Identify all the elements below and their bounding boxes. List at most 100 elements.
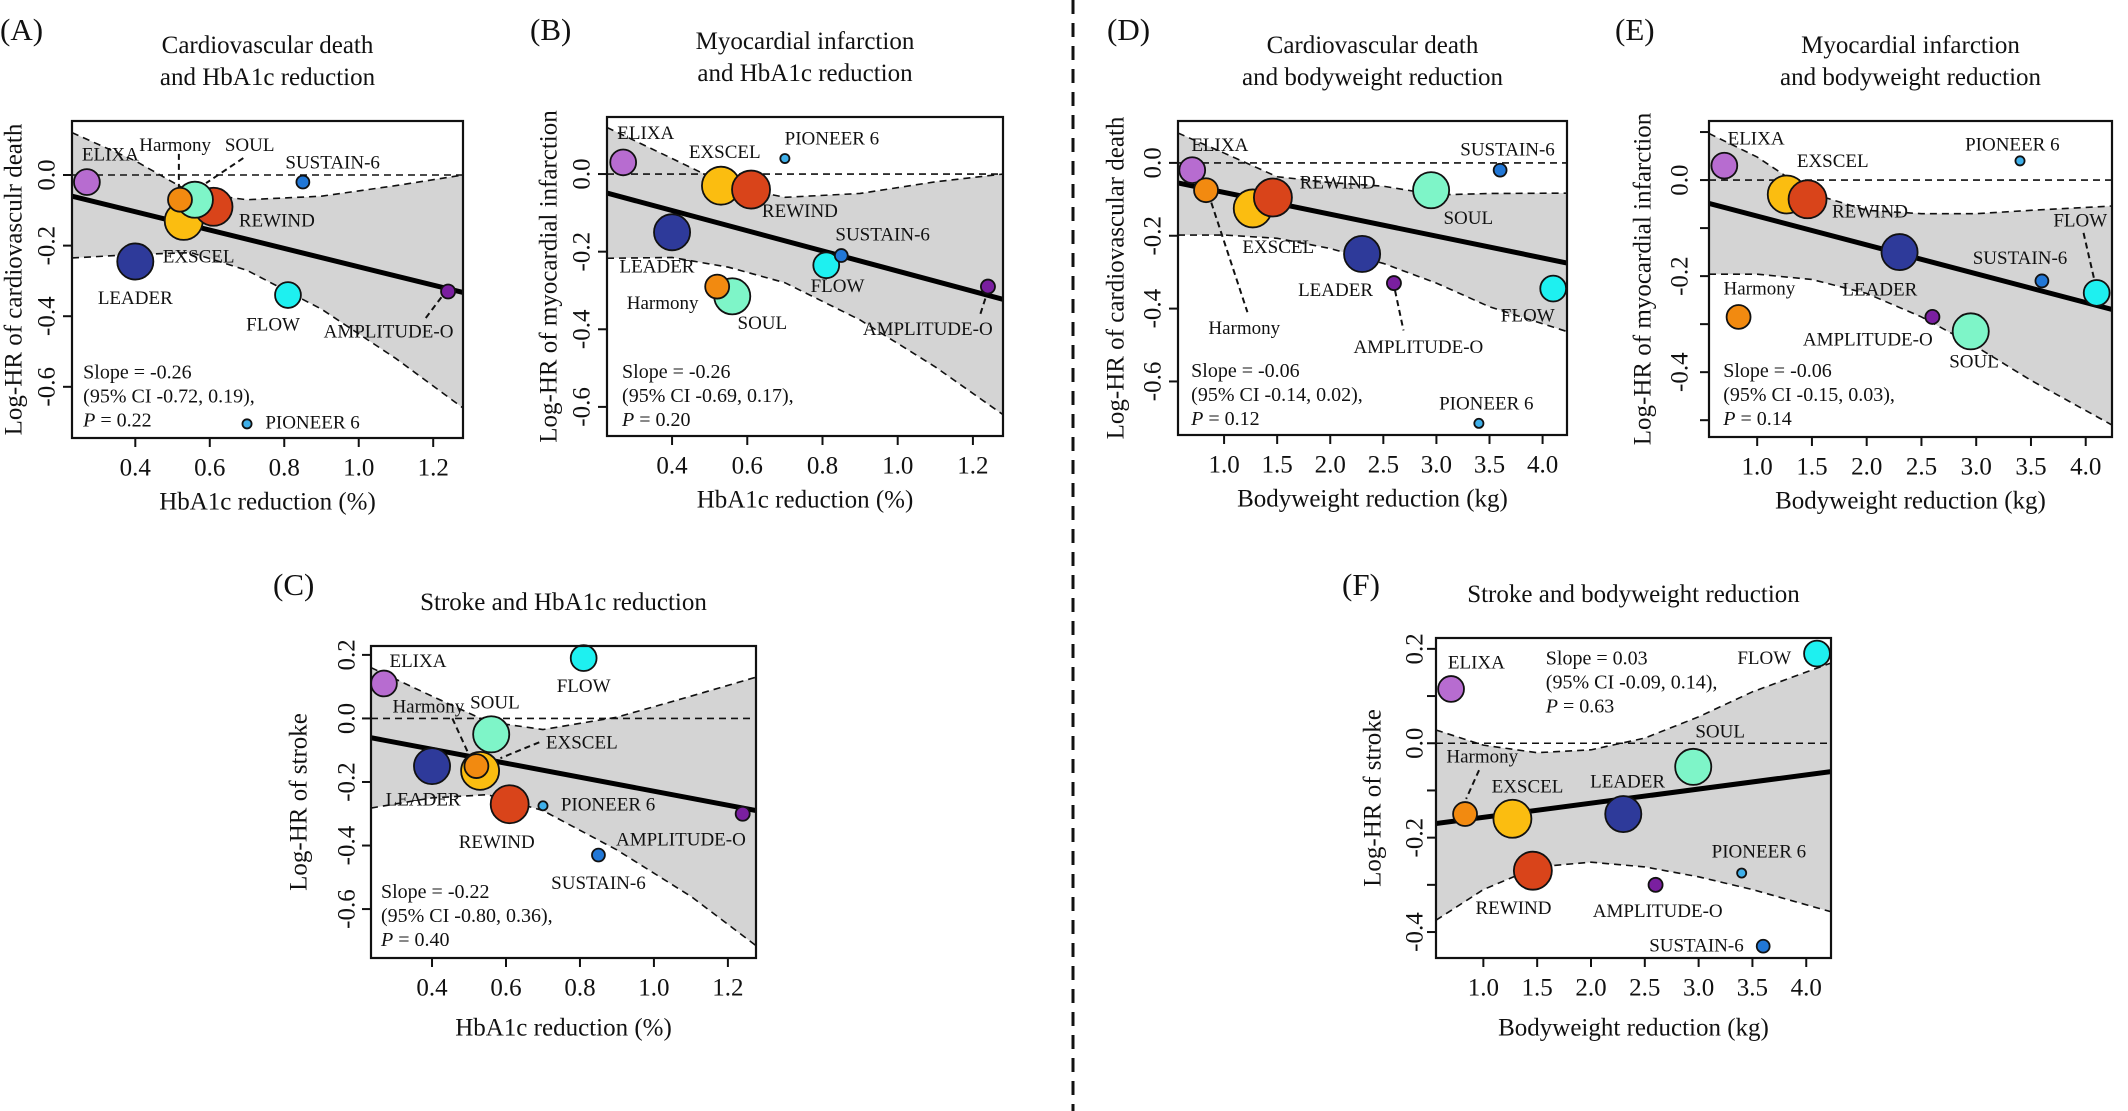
point-label: PIONEER 6: [1965, 135, 2059, 156]
y-tick-label: -0.2: [334, 762, 361, 802]
ci-upper-line: [1709, 132, 2112, 215]
chart-title: Cardiovascular death: [162, 32, 374, 59]
y-axis-label: Log-HR of myocardial infarction: [536, 110, 563, 443]
point-label: LEADER: [1842, 280, 1917, 301]
p-symbol: P: [380, 929, 393, 951]
label-leader-line: [1465, 769, 1480, 800]
ci-annotation: (95% CI -0.15, 0.03),: [1723, 384, 1895, 406]
confidence-band: [607, 127, 1003, 415]
y-tick-label: -0.4: [334, 825, 361, 865]
point-label: PIONEER 6: [561, 794, 655, 815]
point-label: EXSCEL: [1242, 237, 1314, 258]
p-symbol: P: [1722, 408, 1735, 430]
p-value-annotation: P = 0.63: [1545, 695, 1615, 717]
plot-frame: [605, 115, 1005, 438]
point-label: AMPLITUDE-O: [1803, 329, 1933, 350]
point-label: SOUL: [738, 313, 788, 334]
point-label: SOUL: [1949, 352, 1999, 373]
x-tick-label: 0.4: [656, 453, 688, 480]
label-leader-line: [205, 157, 244, 184]
point-label: Harmony: [1208, 318, 1280, 339]
point-harmony: [704, 273, 731, 300]
y-tick-label: 0.0: [1402, 728, 1429, 759]
point-flow: [1539, 274, 1568, 303]
y-tick-label: 0.0: [34, 159, 61, 190]
point-harmony: [463, 753, 490, 779]
point-label: LEADER: [620, 257, 695, 278]
point-sustain-6: [591, 847, 606, 863]
plot-area: [607, 126, 1003, 416]
point-flow: [2082, 279, 2111, 307]
label-leader-line: [1207, 192, 1249, 313]
panel-B: (B) Myocardial infarction and HbA1c reduct…: [530, 12, 1005, 514]
y-tick-label: 0.0: [569, 158, 596, 189]
p-value: = 0.12: [1203, 408, 1259, 430]
point-label: ELIXA: [1448, 653, 1505, 674]
point-flow: [812, 251, 841, 280]
y-tick-label: -0.4: [1402, 912, 1429, 952]
x-tick-label: 1.5: [1522, 975, 1553, 1002]
y-tick-label: 0.0: [1140, 147, 1167, 178]
chart-title: and bodyweight reduction: [1780, 64, 2042, 91]
p-value: = 0.20: [634, 409, 690, 431]
point-label: ELIXA: [1728, 129, 1785, 150]
point-elixa: [1710, 151, 1739, 180]
plot-frame: [1176, 119, 1569, 437]
point-label: SUSTAIN-6: [835, 224, 930, 245]
ci-upper-line: [371, 666, 756, 731]
point-label: REWIND: [459, 832, 535, 853]
plot-frame: [1434, 636, 1833, 960]
point-label: SUSTAIN-6: [1973, 248, 2068, 269]
x-tick-label: 4.0: [2070, 454, 2101, 481]
point-leader: [116, 242, 155, 281]
point-sustain-6: [833, 248, 849, 263]
point-label: AMPLITUDE-O: [863, 319, 993, 340]
point-flow: [1803, 639, 1831, 668]
slope-annotation: Slope = -0.26: [622, 361, 731, 383]
y-tick-label: 0.2: [334, 639, 361, 670]
point-label: SUSTAIN-6: [1460, 139, 1555, 160]
point-pioneer-6: [537, 800, 549, 812]
panel-F: (F) Stroke and bodyweight reduction ELIXA H…: [1342, 567, 1833, 1042]
point-leader: [1604, 795, 1643, 833]
chart-title: Stroke and HbA1c reduction: [420, 589, 707, 616]
p-symbol: P: [1545, 695, 1558, 717]
p-value-annotation: P = 0.14: [1722, 408, 1792, 430]
y-tick-label: -0.6: [34, 367, 61, 407]
p-value-annotation: P = 0.40: [380, 929, 450, 951]
y-tick-label: 0.2: [1402, 633, 1429, 664]
point-label: REWIND: [1832, 202, 1908, 223]
point-label: REWIND: [239, 210, 315, 231]
point-label: AMPLITUDE-O: [616, 830, 746, 851]
point-label: EXSCEL: [163, 246, 235, 267]
point-label: EXSCEL: [1492, 777, 1564, 798]
x-tick-label: 1.0: [1742, 454, 1773, 481]
x-tick-label: 3.5: [2015, 454, 2046, 481]
point-label: FLOW: [1501, 305, 1555, 326]
ci-annotation: (95% CI -0.80, 0.36),: [381, 905, 553, 927]
point-harmony: [1725, 304, 1752, 330]
x-tick-label: 3.0: [1961, 454, 1992, 481]
x-tick-label: 3.0: [1421, 452, 1452, 479]
point-label: LEADER: [1590, 771, 1665, 792]
point-label: ELIXA: [617, 123, 674, 144]
panel-label: (F): [1342, 567, 1380, 602]
slope-annotation: Slope = -0.06: [1191, 360, 1300, 382]
y-axis-label: Log-HR of myocardial infarction: [1630, 112, 1657, 445]
confidence-band: [371, 667, 756, 946]
y-tick-label: 0.0: [1667, 164, 1694, 195]
x-tick-label: 1.2: [712, 975, 743, 1002]
p-symbol: P: [1190, 408, 1203, 430]
y-tick-label: -0.4: [1140, 288, 1167, 328]
p-symbol: P: [621, 409, 634, 431]
x-tick-label: 1.0: [1468, 975, 1499, 1002]
x-axis-label: HbA1c reduction (%): [697, 487, 914, 514]
point-label: REWIND: [1476, 898, 1552, 919]
y-tick-label: -0.4: [569, 309, 596, 349]
y-axis-label: Log-HR of stroke: [286, 713, 313, 891]
point-label: FLOW: [1737, 648, 1791, 669]
point-label: FLOW: [246, 315, 300, 336]
point-leader: [1880, 233, 1919, 272]
point-rewind: [1253, 177, 1293, 218]
point-label: AMPLITUDE-O: [324, 322, 454, 343]
